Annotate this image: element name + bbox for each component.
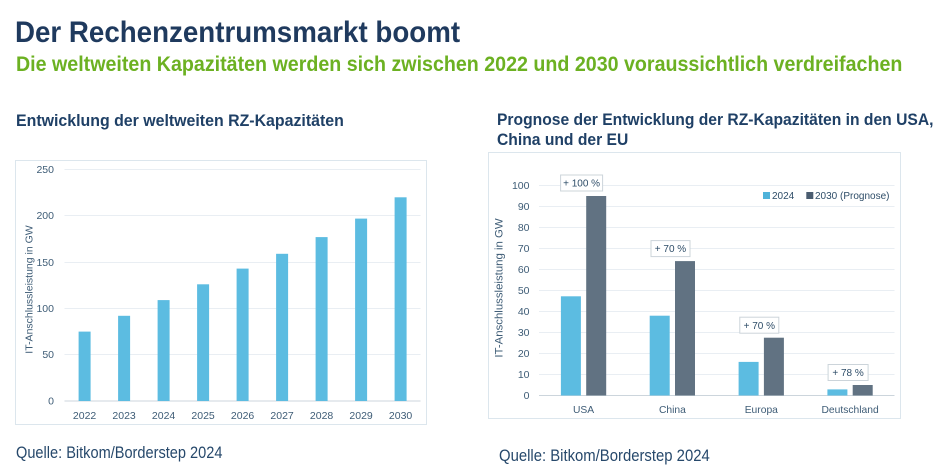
svg-text:2023: 2023 (112, 410, 136, 422)
svg-text:2027: 2027 (270, 410, 294, 422)
svg-text:China: China (659, 405, 686, 416)
svg-text:+ 78 %: + 78 % (832, 368, 864, 379)
svg-text:IT-Anschlussleistung in GW: IT-Anschlussleistung in GW (494, 218, 506, 358)
svg-text:2024: 2024 (152, 410, 176, 422)
svg-text:+ 70 %: + 70 % (655, 244, 687, 255)
svg-text:40: 40 (518, 306, 530, 318)
svg-text:200: 200 (36, 210, 54, 222)
svg-text:100: 100 (36, 303, 54, 315)
svg-text:2029: 2029 (349, 410, 373, 422)
svg-text:IT-Anschlussleistung in GW: IT-Anschlussleistung in GW (24, 225, 36, 353)
svg-text:2022: 2022 (73, 410, 97, 422)
svg-text:100: 100 (512, 180, 530, 192)
svg-text:2030: 2030 (389, 410, 413, 422)
svg-text:80: 80 (518, 222, 530, 234)
svg-text:Europa: Europa (745, 405, 778, 416)
svg-text:50: 50 (518, 285, 530, 297)
svg-text:2026: 2026 (231, 410, 255, 422)
svg-text:2024: 2024 (772, 191, 795, 202)
svg-text:0: 0 (48, 396, 54, 408)
svg-text:20: 20 (518, 348, 530, 360)
svg-text:90: 90 (518, 201, 530, 213)
svg-text:+ 100 %: + 100 % (563, 179, 600, 190)
svg-text:USA: USA (573, 405, 594, 416)
svg-text:2030 (Prognose): 2030 (Prognose) (815, 191, 890, 202)
svg-text:50: 50 (42, 349, 54, 361)
svg-text:10: 10 (518, 369, 530, 381)
svg-text:150: 150 (36, 257, 54, 269)
svg-text:70: 70 (518, 243, 530, 255)
svg-text:60: 60 (518, 264, 530, 276)
svg-text:2028: 2028 (310, 410, 334, 422)
svg-text:Deutschland: Deutschland (821, 405, 879, 416)
svg-text:0: 0 (524, 390, 530, 402)
svg-text:2025: 2025 (191, 410, 215, 422)
svg-text:250: 250 (36, 164, 54, 176)
svg-text:30: 30 (518, 327, 530, 339)
svg-text:+ 70 %: + 70 % (744, 321, 776, 332)
